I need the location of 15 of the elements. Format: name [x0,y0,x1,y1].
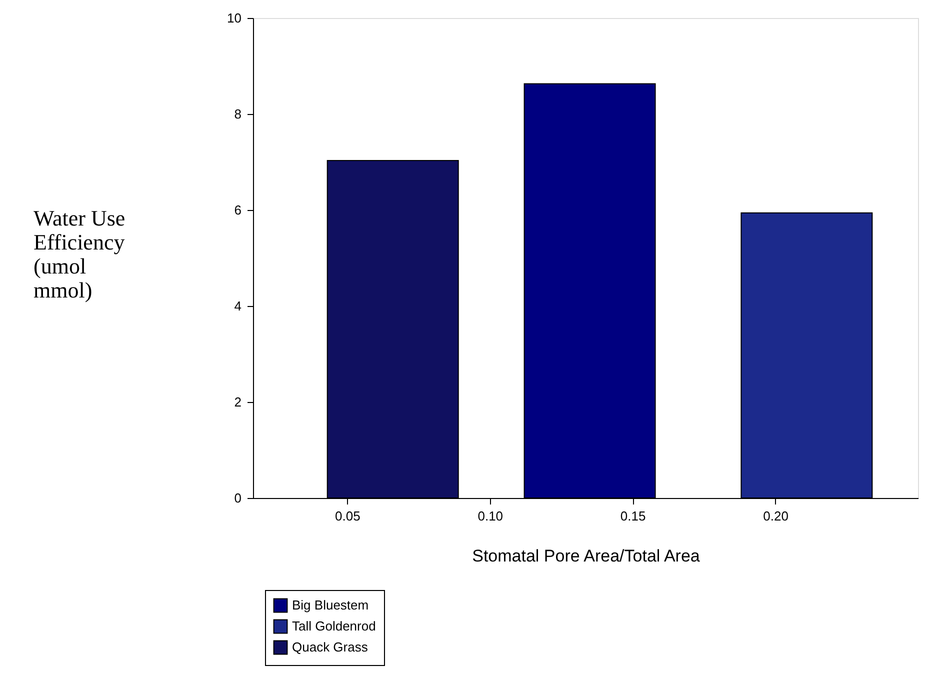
legend-label: Big Bluestem [292,598,369,612]
y-tick-label: 4 [234,298,242,314]
x-tick-label: 0.15 [620,508,646,524]
y-tick-label: 8 [234,106,242,122]
x-tick-label: 0.20 [763,508,788,524]
y-tick-label: 2 [234,394,242,410]
y-tick-label: 6 [234,202,242,218]
legend-label: Tall Goldenrod [292,618,376,634]
y-axis-title: Water Use Efficiency (umol mmol) [34,206,126,302]
x-tick-label: 0.05 [335,508,360,524]
x-axis-title: Stomatal Pore Area/Total Area [472,546,700,566]
x-tick-label: 0.10 [478,508,504,524]
y-tick-label: 10 [227,10,242,26]
y-tick-label: 0 [234,490,242,506]
legend-label: Quack Grass [292,640,368,654]
